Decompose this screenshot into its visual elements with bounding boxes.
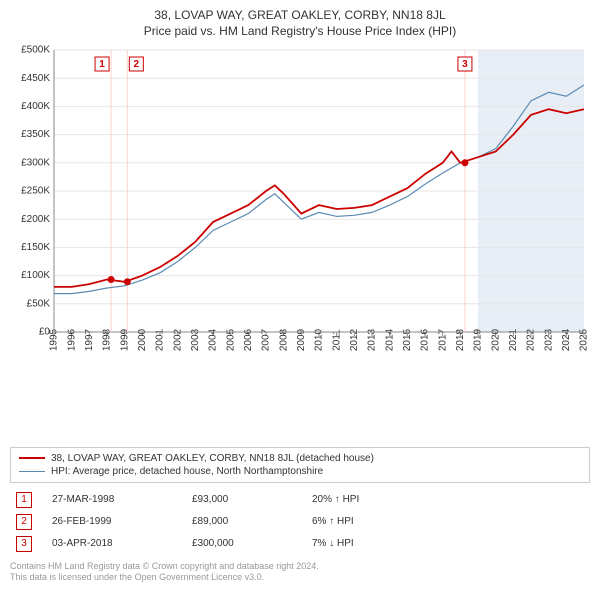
price-chart: £0£50K£100K£150K£200K£250K£300K£350K£400… [10, 44, 590, 374]
sale-delta-2: 6% ↑ HPI [312, 516, 412, 527]
svg-text:£450K: £450K [21, 73, 50, 84]
svg-text:£300K: £300K [21, 157, 50, 168]
sale-price-2: £89,000 [192, 516, 312, 527]
sale-badge-2: 2 [16, 514, 32, 530]
table-row: 3 03-APR-2018 £300,000 7% ↓ HPI [10, 533, 590, 555]
svg-text:2: 2 [134, 59, 140, 70]
sale-date-2: 26-FEB-1999 [52, 516, 192, 527]
svg-text:£150K: £150K [21, 242, 50, 253]
footnote: Contains HM Land Registry data © Crown c… [10, 561, 590, 584]
sale-badge-3: 3 [16, 536, 32, 552]
sale-price-3: £300,000 [192, 538, 312, 549]
legend: 38, LOVAP WAY, GREAT OAKLEY, CORBY, NN18… [10, 447, 590, 483]
sale-badge-1: 1 [16, 492, 32, 508]
footnote-line-2: This data is licensed under the Open Gov… [10, 572, 590, 584]
chart-subtitle: Price paid vs. HM Land Registry's House … [10, 24, 590, 38]
svg-text:£400K: £400K [21, 101, 50, 112]
svg-text:£100K: £100K [21, 270, 50, 281]
footnote-line-1: Contains HM Land Registry data © Crown c… [10, 561, 590, 573]
sale-date-1: 27-MAR-1998 [52, 494, 192, 505]
sale-delta-3: 7% ↓ HPI [312, 538, 412, 549]
svg-text:£50K: £50K [27, 298, 51, 309]
chart-area: £0£50K£100K£150K£200K£250K£300K£350K£400… [10, 44, 590, 443]
svg-text:£500K: £500K [21, 45, 50, 56]
legend-row-0: 38, LOVAP WAY, GREAT OAKLEY, CORBY, NN18… [19, 452, 581, 465]
legend-label-0: 38, LOVAP WAY, GREAT OAKLEY, CORBY, NN18… [51, 453, 374, 464]
legend-swatch-0 [19, 457, 45, 459]
sale-price-1: £93,000 [192, 494, 312, 505]
svg-text:£200K: £200K [21, 214, 50, 225]
legend-swatch-1 [19, 471, 45, 472]
table-row: 2 26-FEB-1999 £89,000 6% ↑ HPI [10, 511, 590, 533]
svg-text:£350K: £350K [21, 129, 50, 140]
table-row: 1 27-MAR-1998 £93,000 20% ↑ HPI [10, 489, 590, 511]
chart-title: 38, LOVAP WAY, GREAT OAKLEY, CORBY, NN18… [10, 8, 590, 22]
sale-delta-1: 20% ↑ HPI [312, 494, 412, 505]
svg-text:3: 3 [462, 59, 468, 70]
sale-date-3: 03-APR-2018 [52, 538, 192, 549]
svg-text:£250K: £250K [21, 186, 50, 197]
sales-table: 1 27-MAR-1998 £93,000 20% ↑ HPI 2 26-FEB… [10, 489, 590, 555]
legend-row-1: HPI: Average price, detached house, Nort… [19, 465, 581, 478]
page-container: 38, LOVAP WAY, GREAT OAKLEY, CORBY, NN18… [0, 0, 600, 590]
legend-label-1: HPI: Average price, detached house, Nort… [51, 466, 323, 477]
titles-block: 38, LOVAP WAY, GREAT OAKLEY, CORBY, NN18… [10, 8, 590, 44]
svg-text:1: 1 [99, 59, 105, 70]
